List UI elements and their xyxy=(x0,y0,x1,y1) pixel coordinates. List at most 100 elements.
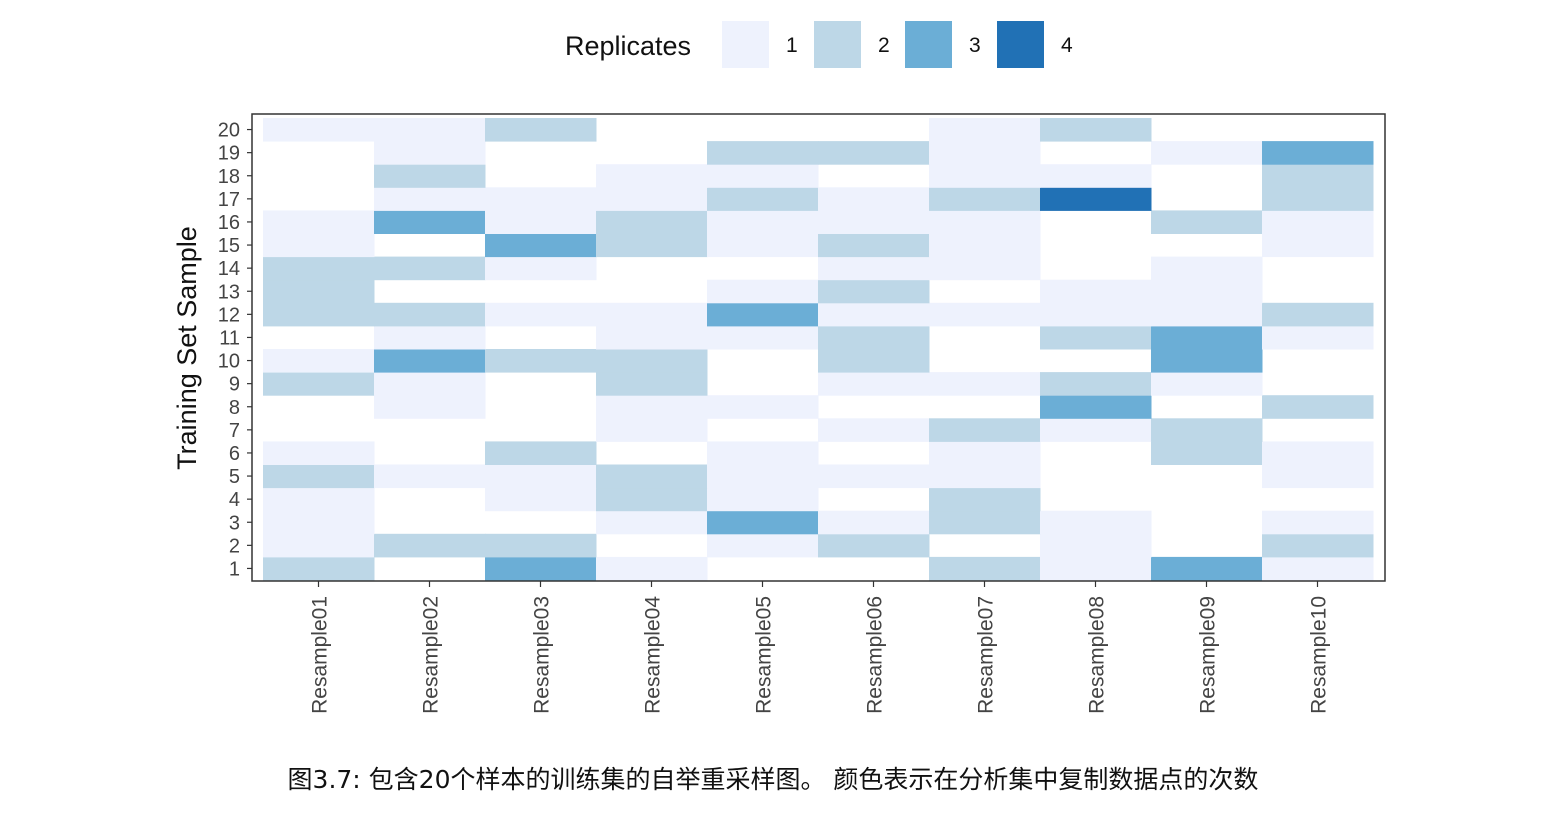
heatmap-cells xyxy=(263,118,1374,581)
heatmap-cell xyxy=(707,302,819,327)
heatmap-cell xyxy=(1040,556,1152,581)
heatmap-cell xyxy=(263,533,375,558)
heatmap-cell xyxy=(1151,141,1263,165)
heatmap-cell xyxy=(818,349,930,373)
legend: Replicates 1 2 3 4 xyxy=(565,21,1073,68)
heatmap-cell xyxy=(485,118,597,142)
heatmap-cell xyxy=(374,118,486,142)
heatmap-cell xyxy=(707,395,819,419)
heatmap-cell xyxy=(818,256,930,281)
heatmap-cell xyxy=(596,164,708,188)
heatmap-cell xyxy=(263,487,375,512)
legend-key-label: 4 xyxy=(1061,34,1073,57)
heatmap-cell xyxy=(596,302,708,327)
y-tick-label: 3 xyxy=(229,512,240,534)
heatmap-cell xyxy=(263,464,375,489)
x-tick-label: Resample07 xyxy=(975,596,998,714)
x-tick-label: Resample02 xyxy=(420,596,443,714)
heatmap-cell xyxy=(1262,556,1374,581)
heatmap-cell xyxy=(707,233,819,258)
y-tick-label: 1 xyxy=(229,558,240,580)
heatmap-cell xyxy=(1151,210,1263,234)
heatmap-cell xyxy=(596,325,708,350)
heatmap-cell xyxy=(818,302,930,327)
legend-key-label: 1 xyxy=(786,34,798,57)
heatmap-cell xyxy=(1040,533,1152,558)
heatmap-cell xyxy=(485,187,597,211)
heatmap-cell xyxy=(485,256,597,281)
heatmap-cell xyxy=(374,349,486,373)
heatmap-cell xyxy=(596,395,708,419)
heatmap-cell xyxy=(929,233,1041,258)
heatmap-cell xyxy=(1262,164,1374,188)
heatmap-cell xyxy=(263,210,375,234)
y-tick-label: 2 xyxy=(229,535,240,557)
heatmap-cell xyxy=(818,141,930,165)
heatmap-cell xyxy=(485,210,597,234)
y-tick-label: 4 xyxy=(229,489,240,511)
x-tick-label: Resample09 xyxy=(1197,596,1220,714)
heatmap-cell xyxy=(929,210,1041,234)
y-tick-label: 10 xyxy=(218,351,240,373)
heatmap-cell xyxy=(818,210,930,234)
heatmap-cell xyxy=(485,302,597,327)
x-tick-label: Resample10 xyxy=(1308,596,1331,714)
y-tick-label: 6 xyxy=(229,443,240,465)
heatmap-cell xyxy=(707,533,819,558)
heatmap-cell xyxy=(1262,325,1374,350)
y-tick-label: 17 xyxy=(218,189,240,211)
heatmap-cell xyxy=(1040,118,1152,142)
y-tick-label: 14 xyxy=(218,258,240,280)
heatmap-cell xyxy=(374,464,486,489)
heatmap-cell xyxy=(1262,464,1374,489)
heatmap-cell xyxy=(485,441,597,465)
heatmap-cell xyxy=(1151,441,1263,465)
heatmap-cell xyxy=(1151,302,1263,327)
heatmap-cell xyxy=(263,510,375,535)
legend-key-label: 2 xyxy=(878,34,890,57)
heatmap-cell xyxy=(485,349,597,373)
x-axis: Resample01 Resample02 Resample03 Resample04… xyxy=(309,581,1331,714)
heatmap-cell xyxy=(1040,395,1152,419)
heatmap-cell xyxy=(929,141,1041,165)
y-tick-label: 19 xyxy=(218,143,240,165)
heatmap-cell xyxy=(485,487,597,512)
heatmap-cell xyxy=(929,256,1041,281)
legend-key-label: 3 xyxy=(969,34,981,57)
heatmap-cell xyxy=(929,118,1041,142)
figure-caption: 图3.7: 包含20个样本的训练集的自举重采样图。 颜色表示在分析集中复制数据点… xyxy=(287,765,1259,794)
heatmap-cell xyxy=(707,210,819,234)
heatmap-cell xyxy=(263,372,375,396)
heatmap-cell xyxy=(707,187,819,211)
heatmap-cell xyxy=(818,233,930,258)
heatmap-cell xyxy=(263,256,375,281)
y-axis-label: Training Set Sample xyxy=(172,226,202,470)
heatmap-cell xyxy=(1151,372,1263,396)
heatmap-cell xyxy=(1040,279,1152,304)
heatmap-cell xyxy=(374,187,486,211)
heatmap-cell xyxy=(596,510,708,535)
y-tick-label: 18 xyxy=(218,166,240,188)
heatmap-cell xyxy=(818,464,930,489)
heatmap-cell xyxy=(263,441,375,465)
heatmap-cell xyxy=(374,256,486,281)
heatmap-cell xyxy=(263,556,375,581)
heatmap-cell xyxy=(707,141,819,165)
heatmap-cell xyxy=(818,533,930,558)
x-tick-label: Resample01 xyxy=(309,596,332,714)
heatmap-cell xyxy=(1262,302,1374,327)
heatmap-cell xyxy=(818,279,930,304)
heatmap-cell xyxy=(263,349,375,373)
y-tick-label: 11 xyxy=(219,327,240,349)
heatmap-cell xyxy=(929,556,1041,581)
heatmap-cell xyxy=(707,279,819,304)
legend-title: Replicates xyxy=(565,31,691,61)
x-tick-label: Resample04 xyxy=(642,596,665,714)
y-tick-label: 5 xyxy=(229,466,240,488)
y-tick-label: 16 xyxy=(218,212,240,234)
heatmap-cell xyxy=(818,418,930,442)
heatmap-cell xyxy=(596,372,708,396)
y-tick-label: 20 xyxy=(218,120,240,142)
